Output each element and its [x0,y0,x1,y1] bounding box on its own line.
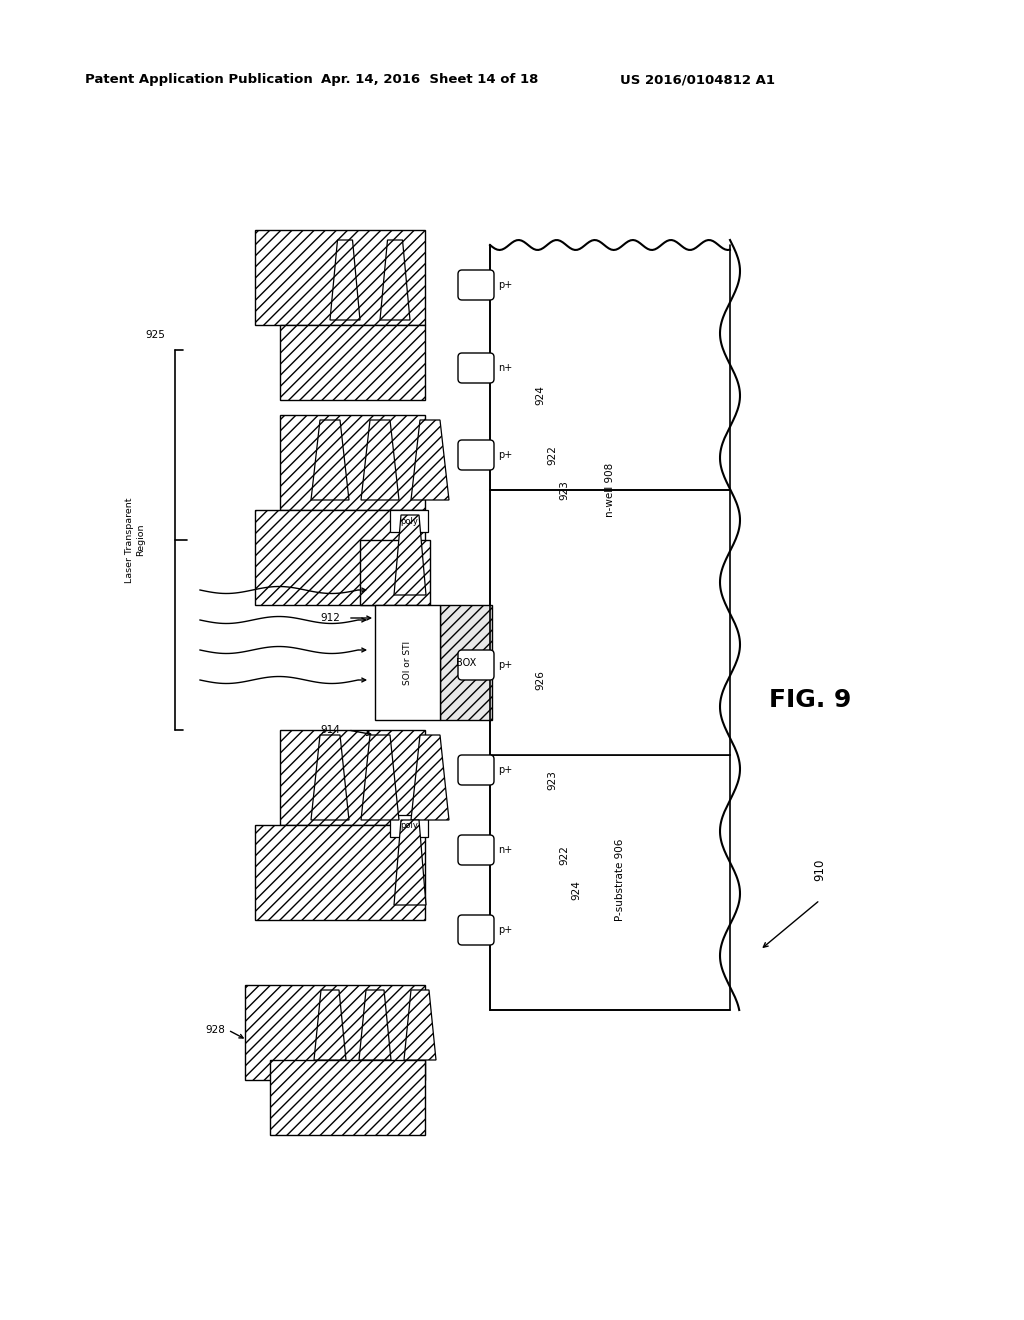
Text: 914: 914 [321,725,340,735]
Text: p+: p+ [498,280,512,290]
Text: 925: 925 [145,330,165,341]
Text: poly: poly [400,821,418,830]
Text: n+: n+ [498,845,512,855]
Text: US 2016/0104812 A1: US 2016/0104812 A1 [620,74,775,87]
FancyBboxPatch shape [458,649,494,680]
Polygon shape [311,420,349,500]
Text: BOX: BOX [456,657,476,668]
Text: 910: 910 [813,859,826,882]
Text: 926: 926 [535,671,545,690]
Bar [440,605,492,719]
Bar [280,730,425,825]
Bar [270,1060,425,1135]
Bar [280,414,425,510]
Polygon shape [359,990,391,1060]
Text: 924: 924 [571,880,581,900]
Polygon shape [404,990,436,1060]
Polygon shape [361,420,399,500]
Text: p+: p+ [498,450,512,459]
Bar [360,540,430,605]
FancyBboxPatch shape [458,271,494,300]
FancyBboxPatch shape [458,440,494,470]
Polygon shape [394,820,426,906]
Polygon shape [411,420,449,500]
Bar [390,814,428,837]
Text: Patent Application Publication: Patent Application Publication [85,74,312,87]
Polygon shape [394,515,426,595]
Bar [490,490,730,755]
Polygon shape [330,240,360,319]
Text: n-well 908: n-well 908 [605,463,615,517]
Bar [375,605,440,719]
FancyBboxPatch shape [458,755,494,785]
Bar [245,985,425,1080]
Text: p+: p+ [498,925,512,935]
Bar [390,510,428,532]
Bar [490,755,730,1010]
FancyBboxPatch shape [458,915,494,945]
Text: SOI or STI: SOI or STI [403,640,412,685]
Text: p+: p+ [498,766,512,775]
FancyBboxPatch shape [458,352,494,383]
Bar [255,510,425,605]
Bar [255,825,425,920]
Text: 923: 923 [559,480,569,500]
Polygon shape [380,240,410,319]
FancyBboxPatch shape [458,836,494,865]
Text: FIG. 9: FIG. 9 [769,688,851,711]
Text: p+: p+ [498,660,512,671]
Bar [255,230,425,325]
Text: P-substrate 906: P-substrate 906 [615,838,625,921]
Polygon shape [311,735,349,820]
Text: 912: 912 [321,612,340,623]
Text: Laser Transparent
Region: Laser Transparent Region [125,498,144,582]
Polygon shape [361,735,399,820]
Text: 922: 922 [559,845,569,865]
Polygon shape [411,735,449,820]
Text: 923: 923 [547,770,557,789]
Text: Apr. 14, 2016  Sheet 14 of 18: Apr. 14, 2016 Sheet 14 of 18 [322,74,539,87]
Text: 924: 924 [535,385,545,405]
Text: poly: poly [400,516,418,525]
Text: n+: n+ [498,363,512,374]
Bar [280,325,425,400]
Polygon shape [314,990,346,1060]
Text: 922: 922 [547,445,557,465]
Text: 928: 928 [205,1026,225,1035]
